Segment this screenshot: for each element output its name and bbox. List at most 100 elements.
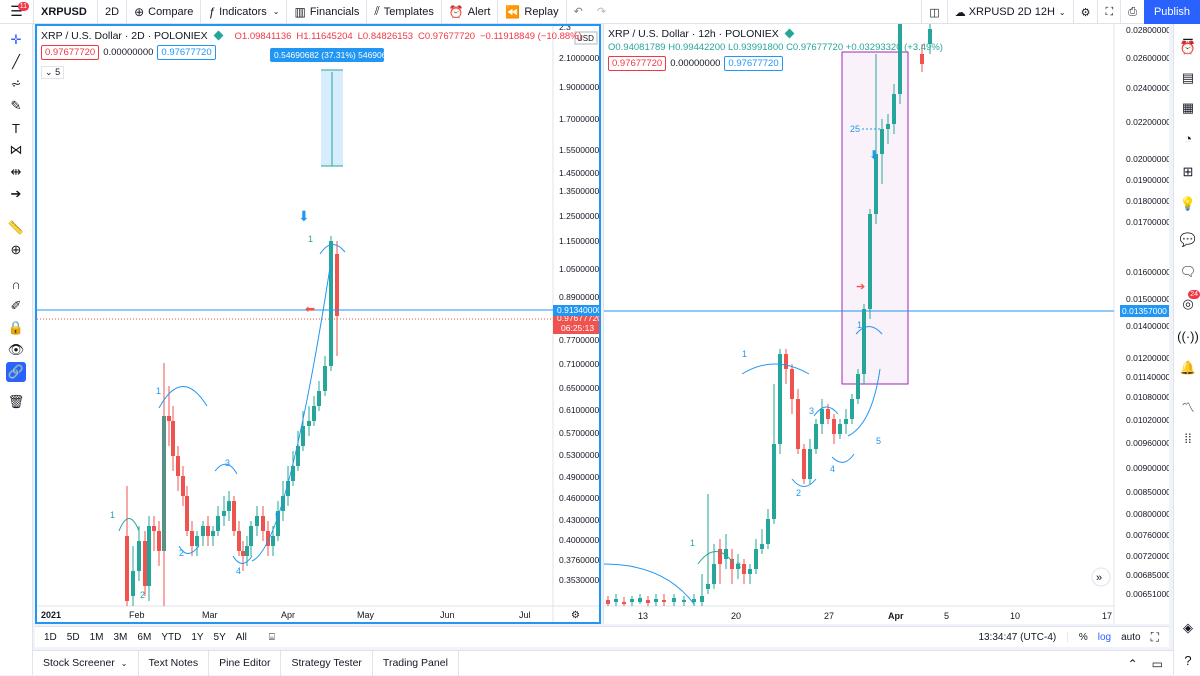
private-chats-button[interactable]: 🗨 bbox=[1178, 262, 1198, 282]
hide-drawings-tool[interactable]: 👁 bbox=[6, 340, 26, 360]
range-1m[interactable]: 1M bbox=[89, 631, 104, 643]
wave-label: 4 bbox=[236, 566, 241, 576]
arrow-down-icon: ⬇ bbox=[869, 148, 879, 162]
candle-body bbox=[296, 446, 300, 466]
arrow-tool[interactable]: ➔ bbox=[6, 184, 26, 204]
wave-label: 3 bbox=[225, 458, 230, 468]
fullscreen-corners-icon[interactable]: ⛶ bbox=[1150, 630, 1159, 644]
data-window-button[interactable]: ▤ bbox=[1178, 68, 1198, 88]
candle-body bbox=[808, 449, 812, 479]
notifications-button[interactable]: ◎ 24 bbox=[1178, 290, 1200, 314]
legend-collapse-button[interactable]: ⌄ 5 bbox=[41, 66, 65, 79]
symbol-search-button[interactable]: XRPUSD bbox=[34, 0, 98, 24]
auto-toggle[interactable]: auto bbox=[1121, 632, 1141, 643]
layout-select-button[interactable]: ◫ bbox=[921, 0, 946, 24]
pattern-tool[interactable]: ⋈ bbox=[6, 140, 26, 160]
interval-button[interactable]: 2D bbox=[98, 0, 128, 24]
top-toolbar: ☰ 11 XRPUSD 2D ⊕ Compare ƒ Indicators ⌄ ▥ Fi… bbox=[0, 0, 1200, 24]
chats-button[interactable]: 💬 bbox=[1178, 230, 1198, 250]
watchlist-button[interactable]: ☰ bbox=[1178, 34, 1198, 54]
bell-button[interactable]: 🔔 bbox=[1178, 358, 1198, 378]
zoom-in-icon: ⊕ bbox=[10, 242, 22, 257]
left-chart-pane[interactable]: 2.10000000 1.90000000 1.70000000 1.55000000… bbox=[35, 24, 601, 624]
remove-drawings-tool[interactable]: 🗑 bbox=[6, 392, 26, 412]
indicators-button[interactable]: ƒ Indicators ⌄ bbox=[201, 0, 288, 24]
tab-trading-panel[interactable]: Trading Panel bbox=[373, 650, 459, 676]
price-tick-label: 0.00800000 bbox=[1126, 509, 1169, 519]
redo-icon: ↷ bbox=[596, 6, 607, 18]
candle-body bbox=[152, 526, 156, 531]
percent-toggle[interactable]: % bbox=[1078, 632, 1088, 643]
settings-button[interactable]: ⚙ bbox=[1072, 0, 1098, 24]
wave-arc bbox=[319, 244, 346, 255]
layers-button[interactable]: ◈ bbox=[1178, 618, 1198, 638]
range-1y[interactable]: 1Y bbox=[191, 631, 204, 643]
tab-stock-screener[interactable]: Stock Screener ⌄ bbox=[33, 650, 139, 676]
calendar-button[interactable]: ◔ bbox=[1178, 128, 1198, 148]
fullscreen-button[interactable]: ⛶ bbox=[1097, 0, 1120, 24]
tab-pine-editor[interactable]: Pine Editor bbox=[209, 650, 282, 676]
time-tick-label: 5 bbox=[944, 611, 949, 621]
stay-drawing-tool[interactable]: ✐ bbox=[6, 296, 26, 316]
right-chart-legend: XRP / U.S. Dollar · 12h · POLONIEX bbox=[608, 28, 797, 40]
redo-button[interactable]: ↷ bbox=[590, 0, 613, 24]
range-5d[interactable]: 5D bbox=[66, 631, 80, 643]
compare-button[interactable]: ⊕ Compare bbox=[127, 0, 202, 24]
brush-tool[interactable]: ✎ bbox=[6, 96, 26, 116]
undo-button[interactable]: ↶ bbox=[567, 0, 590, 24]
magnet-tool[interactable]: ∩ bbox=[6, 274, 26, 294]
candle-body bbox=[195, 536, 199, 546]
maximize-panel-icon[interactable]: ▭ bbox=[1151, 656, 1163, 671]
range-ytd[interactable]: YTD bbox=[161, 631, 182, 643]
left-chart-canvas[interactable]: 2.10000000 1.90000000 1.70000000 1.55000000… bbox=[37, 26, 599, 622]
range-5y[interactable]: 5Y bbox=[213, 631, 226, 643]
zoom-tool[interactable]: ⊕ bbox=[6, 240, 26, 260]
log-toggle[interactable]: log bbox=[1097, 632, 1112, 643]
price-tick-label: 2.3 bbox=[559, 26, 571, 32]
goto-date-button[interactable]: ⌸ bbox=[264, 632, 280, 643]
tab-strategy-tester[interactable]: Strategy Tester bbox=[281, 650, 373, 676]
range-all[interactable]: All bbox=[235, 631, 247, 643]
crosshair-tool[interactable]: ✛ bbox=[6, 30, 26, 50]
fib-tool[interactable]: ⩫ bbox=[6, 74, 26, 94]
candle-body bbox=[181, 476, 185, 496]
trend-line-tool[interactable]: ╱ bbox=[6, 52, 26, 72]
alert-button[interactable]: ⏰ Alert bbox=[442, 0, 499, 24]
right-close: C0.97677720 bbox=[786, 42, 844, 53]
hotlist-button[interactable]: ⊞ bbox=[1178, 162, 1198, 182]
replay-button[interactable]: ⏪ Replay bbox=[498, 0, 567, 24]
text-tool[interactable]: T bbox=[6, 118, 26, 138]
streams-button[interactable]: ((·)) bbox=[1177, 326, 1199, 346]
help-button[interactable]: ? bbox=[1178, 650, 1198, 670]
measure-tool[interactable]: 📏 bbox=[6, 218, 26, 238]
right-chart-pane[interactable]: 0.02800000 0.02600000 0.02400000 0.02200000… bbox=[603, 24, 1169, 624]
candle-body bbox=[281, 496, 285, 511]
clock-time[interactable]: 13:34:47 (UTC-4) bbox=[978, 632, 1057, 643]
right-chart-canvas[interactable]: 0.02800000 0.02600000 0.02400000 0.02200000… bbox=[604, 24, 1169, 624]
screenshot-button[interactable]: ⎙ bbox=[1120, 0, 1144, 24]
range-3m[interactable]: 3M bbox=[113, 631, 128, 643]
financials-button[interactable]: ▥ Financials bbox=[287, 0, 368, 24]
chevron-up-icon[interactable]: ⌃ bbox=[1127, 656, 1138, 671]
candle-body bbox=[712, 564, 716, 584]
templates-button[interactable]: ⫽ Templates bbox=[367, 0, 442, 24]
trading-button[interactable]: 〽 bbox=[1178, 396, 1198, 416]
candle-body bbox=[201, 526, 205, 536]
layout-name-button[interactable]: ☁ XRPUSD 2D 12H ⌄ bbox=[946, 0, 1073, 24]
range-1d[interactable]: 1D bbox=[44, 631, 57, 643]
time-tick-label: 27 bbox=[824, 611, 834, 621]
range-6m[interactable]: 6M bbox=[137, 631, 152, 643]
right-sidebar: ☰ ⏰ ▤ ▦ ◔ ⊞ 💡 💬 🗨 ◎ 24 ((·)) 🔔 〽 ⁞⁞ ◈ ? bbox=[1173, 24, 1200, 675]
sync-drawings-tool[interactable]: 🔗 bbox=[6, 362, 26, 382]
ideas-button[interactable]: 💡 bbox=[1178, 194, 1198, 214]
tab-text-notes[interactable]: Text Notes bbox=[139, 650, 210, 676]
alerts-button[interactable]: ⏰ bbox=[1178, 38, 1198, 58]
wave-arc bbox=[178, 545, 200, 554]
main-menu-button[interactable]: ☰ 11 bbox=[0, 0, 34, 24]
dom-button[interactable]: ⁞⁞ bbox=[1178, 428, 1198, 448]
lock-drawings-tool[interactable]: 🔒 bbox=[6, 318, 26, 338]
news-button[interactable]: ▦ bbox=[1178, 98, 1198, 118]
prediction-tool[interactable]: ⇹ bbox=[6, 162, 26, 182]
publish-button[interactable]: Publish bbox=[1144, 0, 1200, 24]
